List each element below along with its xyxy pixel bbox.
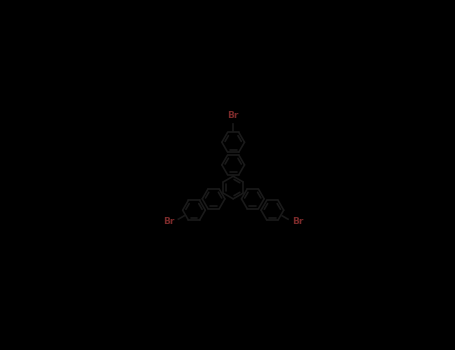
Text: Br: Br xyxy=(292,217,303,226)
Text: Br: Br xyxy=(163,217,174,226)
Text: Br: Br xyxy=(228,111,239,120)
